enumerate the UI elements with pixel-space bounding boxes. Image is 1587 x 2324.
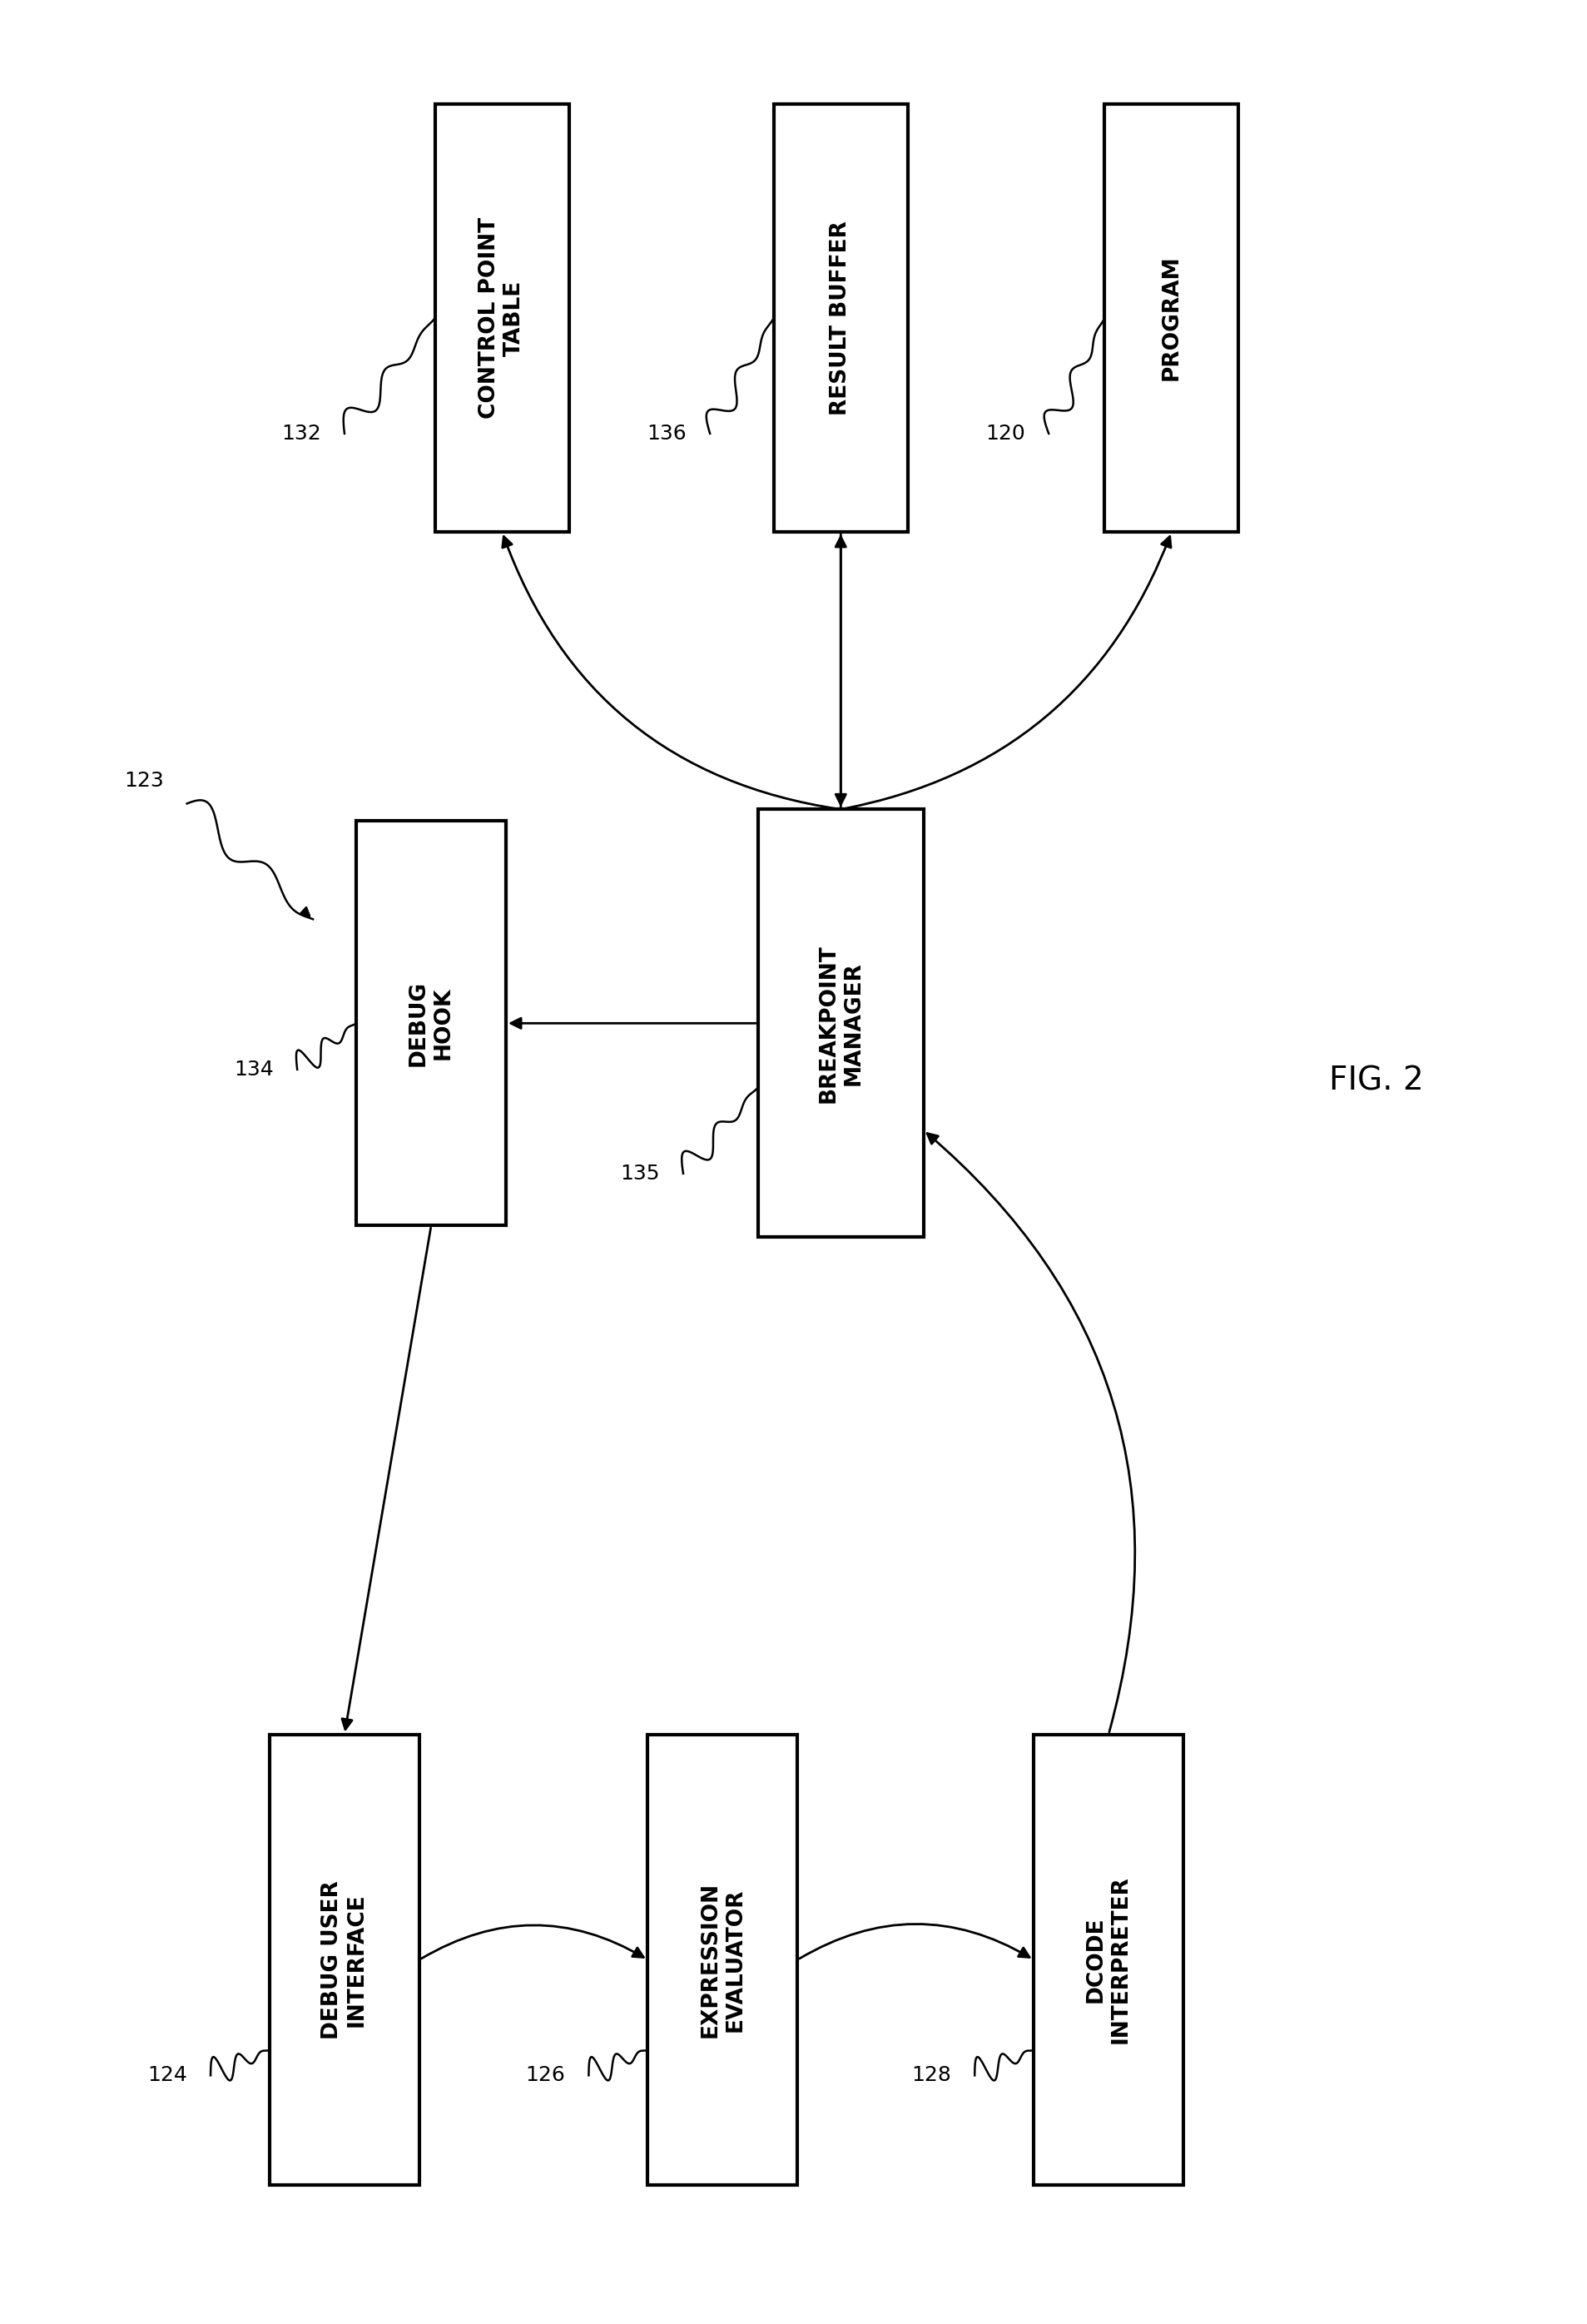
Text: 136: 136	[647, 423, 687, 444]
Text: FIG. 2: FIG. 2	[1328, 1064, 1424, 1097]
Text: 132: 132	[281, 423, 321, 444]
Text: PROGRAM: PROGRAM	[1160, 256, 1182, 381]
Text: 134: 134	[235, 1060, 275, 1078]
Text: 124: 124	[148, 2066, 187, 2085]
Text: DEBUG USER
INTERFACE: DEBUG USER INTERFACE	[321, 1880, 368, 2038]
FancyBboxPatch shape	[270, 1734, 419, 2185]
FancyBboxPatch shape	[435, 105, 570, 532]
Text: BREAKPOINT
MANAGER: BREAKPOINT MANAGER	[817, 944, 863, 1102]
Text: 123: 123	[124, 772, 163, 790]
FancyBboxPatch shape	[759, 809, 924, 1236]
FancyBboxPatch shape	[357, 820, 506, 1225]
Text: 128: 128	[911, 2066, 952, 2085]
Text: 135: 135	[621, 1164, 660, 1183]
Text: 126: 126	[525, 2066, 565, 2085]
FancyBboxPatch shape	[774, 105, 908, 532]
Text: EXPRESSION
EVALUATOR: EXPRESSION EVALUATOR	[700, 1882, 746, 2038]
Text: DEBUG
HOOK: DEBUG HOOK	[408, 981, 454, 1067]
Text: 120: 120	[986, 423, 1025, 444]
Text: CONTROL POINT
TABLE: CONTROL POINT TABLE	[479, 216, 525, 418]
FancyBboxPatch shape	[1033, 1734, 1184, 2185]
FancyBboxPatch shape	[1105, 105, 1238, 532]
FancyBboxPatch shape	[647, 1734, 797, 2185]
Text: RESULT BUFFER: RESULT BUFFER	[830, 221, 852, 416]
Text: DCODE
INTERPRETER: DCODE INTERPRETER	[1086, 1875, 1132, 2043]
